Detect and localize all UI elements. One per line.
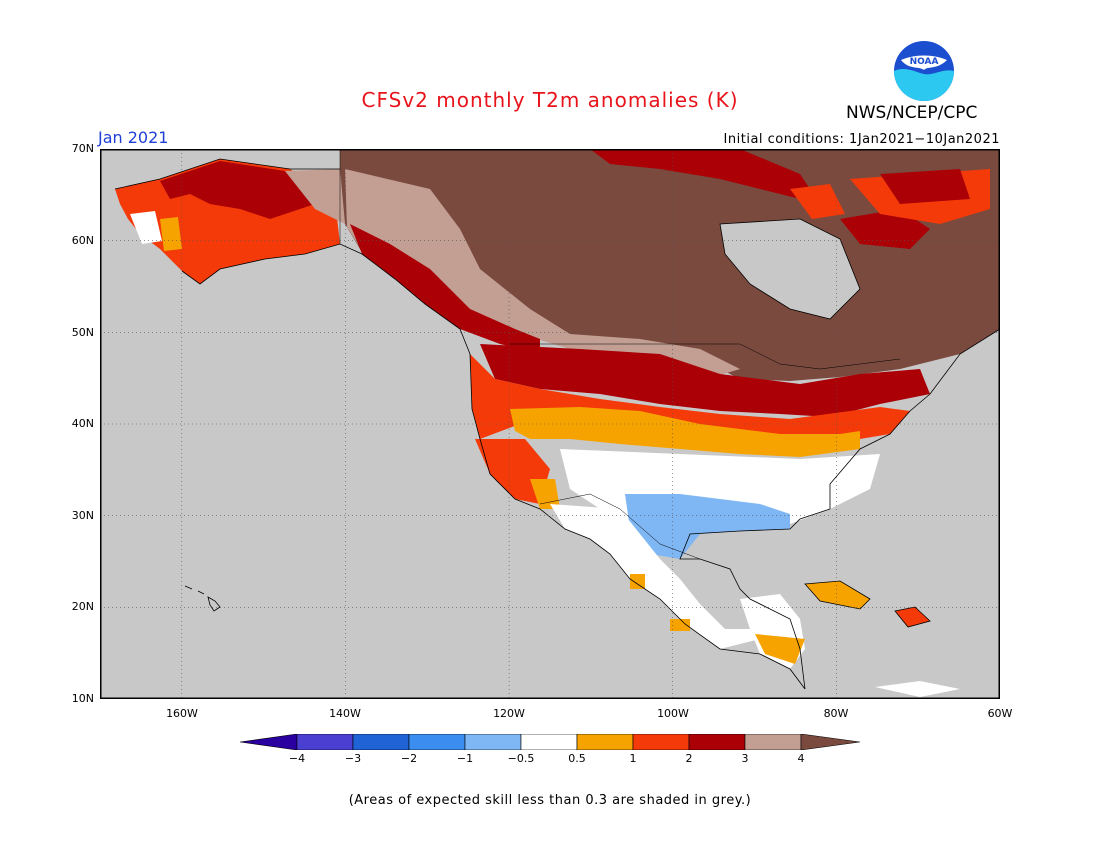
mexico-mild-spots [630,574,690,631]
colorbar-segment-gt-4 [800,734,860,750]
usa-northern-hot-band [480,344,930,417]
arctic-islands-hot-region [590,149,820,204]
anomaly-map [100,149,1000,699]
usa-southwest-warm-region [475,439,550,504]
colorbar-label-1: 1 [629,752,637,765]
texas-cool-region [625,494,790,559]
lon-label-60w: 60W [987,707,1013,720]
colorbar-label-minus1: −1 [456,752,474,765]
agency-label: NWS/NCEP/CPC [846,103,978,123]
lon-label-160w: 160W [166,707,198,720]
canada-coast-hot-region [350,224,540,354]
central-america-mild-region [755,634,805,664]
map-title: CFSv2 monthly T2m anomalies (K) [361,88,739,112]
lon-label-100w: 100W [657,707,689,720]
cuba-mild-region [805,581,870,609]
colorbar-segment-minus4-minus3 [296,734,354,750]
mexico-neutral-region [550,504,770,649]
arctic-islands-warm-region [790,184,845,219]
colorbar-label-05: 0.5 [568,752,586,765]
colorbar-segment-minus1-minus05 [464,734,522,750]
coastlines [114,158,1000,690]
lat-label-70n: 70N [71,142,94,155]
alaska-hot-region [160,161,315,219]
colorbar-label-minus3: −3 [344,752,362,765]
lat-label-60n: 60N [71,234,94,247]
colorbar-segment-minus2-minus1 [408,734,466,750]
greenland-hot-region [880,169,970,204]
colorbar-label-minus4: −4 [288,752,306,765]
colorbar-segment-1-2 [632,734,690,750]
forecast-month: Jan 2021 [98,128,169,147]
colorbar-segment-2-3 [688,734,746,750]
colorbar-label-minus05: −0.5 [507,752,535,765]
canada-rim-region [345,169,740,381]
lon-label-80w: 80W [823,707,849,720]
colorbar-label-minus2: −2 [400,752,418,765]
lon-label-140w: 140W [329,707,361,720]
svg-text:NOAA: NOAA [910,57,939,67]
colorbar-segment-3-4 [744,734,802,750]
colorbar-label-2: 2 [685,752,693,765]
caribbean-neutral-region [875,681,960,697]
colorbar-segment-05-1 [576,734,634,750]
usa-mild-band [510,407,860,457]
colorbar-label-3: 3 [741,752,749,765]
noaa-logo: NOAA [894,41,954,101]
lat-label-50n: 50N [71,326,94,339]
colorbar [240,734,860,750]
initial-conditions: Initial conditions: 1Jan2021−10Jan2021 [723,132,1000,147]
map-frame [100,149,1000,699]
alaska-mild-region [160,217,182,251]
skill-footnote: (Areas of expected skill less than 0.3 a… [348,793,752,808]
colorbar-segment-minus3-minus2 [352,734,410,750]
hispaniola-warm-region [895,607,930,627]
colorbar-segment-minus05-05 [520,734,578,750]
hawaii-islands [184,585,221,612]
political-borders [339,149,901,560]
alaska-north-region [285,169,345,224]
labrador-hot-region [840,209,930,249]
lat-label-10n: 10N [71,692,94,705]
colorbar-segment-lt-minus4 [240,734,298,750]
lat-label-30n: 30N [71,509,94,522]
lon-label-120w: 120W [493,707,525,720]
colorbar-label-4: 4 [797,752,805,765]
alaska-neutral-region [130,211,162,244]
lat-label-40n: 40N [71,417,94,430]
hudson-bay-grey [720,219,860,319]
lat-label-20n: 20N [71,600,94,613]
